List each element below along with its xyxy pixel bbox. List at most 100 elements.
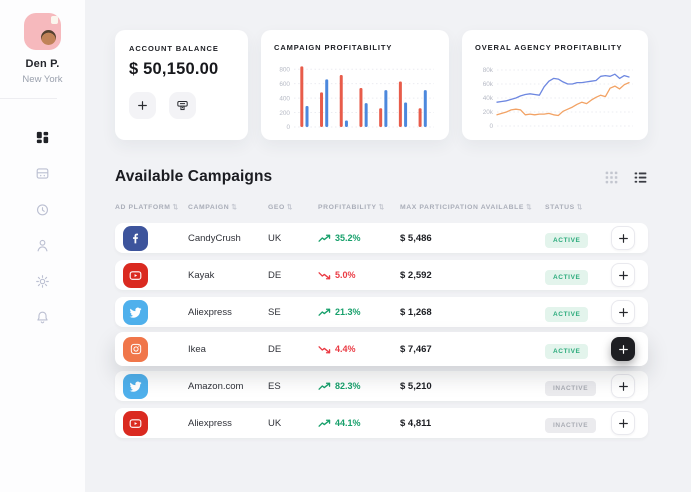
svg-text:60k: 60k xyxy=(483,81,494,88)
withdraw-button[interactable] xyxy=(169,92,196,119)
table-header-row: AD PLATFORM ⇅ CAMPAIGN ⇅ GEO ⇅ PROFITABILITY ⇅ M… xyxy=(115,203,648,211)
avatar-photo xyxy=(41,30,56,45)
campaign-row[interactable]: CandyCrush UK 35.2% $ 5,486 ACTIVE xyxy=(115,223,648,253)
grid-view-icon[interactable] xyxy=(604,170,619,185)
column-header[interactable]: MAX PARTICIPATION AVAILABLE ⇅ xyxy=(400,204,533,211)
campaign-geo: UK xyxy=(268,232,282,244)
agency-profitability-line-chart: 80k 60k 40k 20k 0 xyxy=(483,67,633,130)
svg-text:0: 0 xyxy=(489,123,493,130)
svg-text:400: 400 xyxy=(279,95,290,102)
twitter-icon xyxy=(129,381,142,392)
add-campaign-button[interactable] xyxy=(611,263,635,287)
campaign-profitability: 35.2% xyxy=(318,233,400,243)
twitter-logo xyxy=(123,373,148,399)
status-badge: INACTIVE xyxy=(545,380,597,396)
campaign-name: Aliexpress xyxy=(188,417,232,429)
sort-icon: ⇅ xyxy=(576,204,583,211)
trend-down-icon xyxy=(318,345,331,353)
sort-icon: ⇅ xyxy=(231,204,238,211)
status-badge: ACTIVE xyxy=(545,269,589,285)
campaign-profitability: 44.1% xyxy=(318,418,400,428)
profile-icon[interactable] xyxy=(26,227,60,263)
max-participation: $ 2,592 xyxy=(400,269,432,281)
notifications-icon[interactable] xyxy=(26,299,60,335)
campaign-row[interactable]: Kayak DE 5.0% $ 2,592 ACTIVE xyxy=(115,260,648,290)
avatar[interactable] xyxy=(24,13,61,50)
trend-up-icon xyxy=(318,308,331,316)
column-header[interactable]: AD PLATFORM ⇅ xyxy=(115,204,179,211)
column-header[interactable]: STATUS ⇅ xyxy=(545,204,583,211)
campaign-profitability-bar-chart: 800 600 400 200 0 xyxy=(279,66,434,131)
campaign-geo: DE xyxy=(268,269,282,281)
campaign-row[interactable]: Ikea DE 4.4% $ 7,467 ACTIVE xyxy=(115,332,648,366)
max-participation: $ 5,210 xyxy=(400,380,432,392)
add-campaign-button[interactable] xyxy=(611,411,635,435)
column-header[interactable]: PROFITABILITY ⇅ xyxy=(318,204,385,211)
campaign-profitability: 21.3% xyxy=(318,307,400,317)
campaign-geo: DE xyxy=(268,343,282,355)
status-badge: ACTIVE xyxy=(545,306,589,322)
settings-icon[interactable] xyxy=(26,263,60,299)
campaign-name: Ikea xyxy=(188,343,206,355)
campaign-profitability: 4.4% xyxy=(318,344,400,354)
trend-down-icon xyxy=(318,271,331,279)
section-header: Available Campaigns xyxy=(115,168,648,186)
view-toggles xyxy=(604,170,648,185)
add-funds-button[interactable] xyxy=(129,92,156,119)
campaigns-table: CandyCrush UK 35.2% $ 5,486 ACTIVE Kayak DE 5.0… xyxy=(115,223,648,438)
avatar-photo-corner xyxy=(51,16,58,24)
svg-text:80k: 80k xyxy=(483,67,494,74)
youtube-icon xyxy=(129,270,142,280)
balance-card-title: ACCOUNT BALANCE xyxy=(129,44,219,53)
column-header[interactable]: CAMPAIGN ⇅ xyxy=(188,204,238,211)
max-participation: $ 1,268 xyxy=(400,306,432,318)
campaign-name: Amazon.com xyxy=(188,380,244,392)
svg-text:600: 600 xyxy=(279,81,290,88)
add-campaign-button[interactable] xyxy=(611,374,635,398)
status-badge: ACTIVE xyxy=(545,232,589,248)
status-badge: INACTIVE xyxy=(545,417,597,433)
campaign-profitability: 5.0% xyxy=(318,270,400,280)
max-participation: $ 5,486 xyxy=(400,232,432,244)
trend-up-icon xyxy=(318,382,331,390)
svg-text:20k: 20k xyxy=(483,109,494,116)
campaign-name: Kayak xyxy=(188,269,215,281)
status-badge: ACTIVE xyxy=(545,343,589,359)
column-header[interactable]: GEO ⇅ xyxy=(268,204,293,211)
trend-up-icon xyxy=(318,419,331,427)
user-name: Den P. xyxy=(25,58,60,70)
list-view-icon[interactable] xyxy=(633,170,648,185)
history-icon[interactable] xyxy=(26,191,60,227)
sidebar-divider xyxy=(0,98,57,99)
dashboard-icon[interactable] xyxy=(26,119,60,155)
svg-text:40k: 40k xyxy=(483,95,494,102)
campaign-name: Aliexpress xyxy=(188,306,232,318)
campaign-row[interactable]: Aliexpress UK 44.1% $ 4,811 INACTIVE xyxy=(115,408,648,438)
page-title: Available Campaigns xyxy=(115,168,273,185)
campaign-geo: UK xyxy=(268,417,282,429)
add-campaign-button[interactable] xyxy=(611,300,635,324)
line-chart-title: OVERAL AGENCY PROFITABILITY xyxy=(475,43,623,52)
sort-icon: ⇅ xyxy=(286,204,293,211)
twitter-icon xyxy=(129,307,142,318)
campaign-row[interactable]: Aliexpress SE 21.3% $ 1,268 ACTIVE xyxy=(115,297,648,327)
user-location: New York xyxy=(22,74,63,85)
add-campaign-button[interactable] xyxy=(611,337,635,361)
summary-cards: ACCOUNT BALANCE $ 50,150.00 CAMPAIGN PRO… xyxy=(115,30,648,140)
youtube-icon xyxy=(129,418,142,428)
sort-icon: ⇅ xyxy=(172,204,179,211)
instagram-logo xyxy=(123,336,148,362)
instagram-icon xyxy=(130,343,141,355)
account-balance-card: ACCOUNT BALANCE $ 50,150.00 xyxy=(115,30,248,140)
sort-icon: ⇅ xyxy=(526,204,533,211)
max-participation: $ 4,811 xyxy=(400,417,432,429)
trend-up-icon xyxy=(318,234,331,242)
svg-text:800: 800 xyxy=(279,66,290,73)
campaign-geo: SE xyxy=(268,306,281,318)
sort-icon: ⇅ xyxy=(378,204,385,211)
campaign-row[interactable]: Amazon.com ES 82.3% $ 5,210 INACTIVE xyxy=(115,371,648,401)
add-campaign-button[interactable] xyxy=(611,226,635,250)
agency-profitability-card: OVERAL AGENCY PROFITABILITY 80k 60k 40k 20k… xyxy=(462,30,648,140)
storefront-icon[interactable] xyxy=(26,155,60,191)
